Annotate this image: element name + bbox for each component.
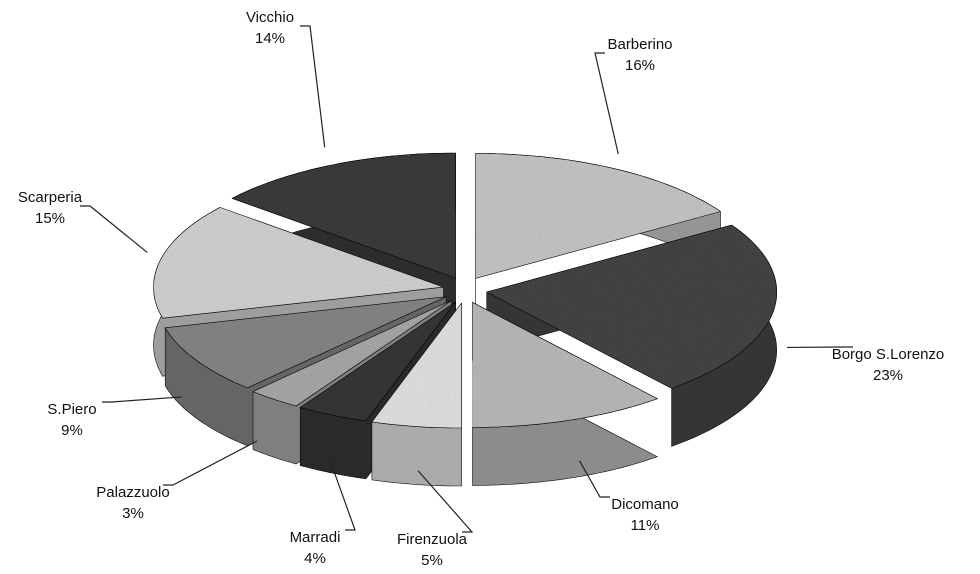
leader-line — [80, 205, 148, 253]
slice-label: Borgo S.Lorenzo — [832, 346, 945, 363]
leader-line — [163, 440, 258, 486]
slice-value-label: 15% — [35, 210, 65, 227]
leader-line — [300, 25, 326, 148]
slice — [472, 301, 659, 428]
leader-line — [329, 460, 356, 531]
slice — [299, 301, 456, 422]
leader-line — [102, 396, 182, 403]
slice-label: Scarperia — [18, 189, 83, 206]
leader-line — [579, 460, 610, 498]
slice-value-label: 16% — [625, 57, 655, 74]
slice — [252, 300, 452, 407]
slice-label: Barberino — [607, 36, 672, 53]
slice-label: Dicomano — [611, 496, 679, 513]
slice — [485, 224, 778, 389]
slice — [153, 207, 444, 319]
slice-value-label: 14% — [255, 30, 285, 47]
slice-value-label: 23% — [873, 367, 903, 384]
slice-label: Vicchio — [246, 9, 294, 26]
leader-line — [594, 52, 619, 155]
slice-label: S.Piero — [47, 401, 96, 418]
slice-value-label: 3% — [122, 505, 144, 522]
slice-label: Firenzuola — [397, 531, 468, 548]
leader-line — [417, 470, 474, 533]
slice — [475, 153, 722, 279]
slice-value-label: 4% — [304, 550, 326, 567]
slice-value-label: 9% — [61, 422, 83, 439]
slice — [164, 296, 447, 389]
slice-label: Palazzuolo — [96, 484, 169, 501]
slice-value-label: 5% — [421, 552, 443, 569]
slice — [371, 302, 462, 429]
slice-label: Marradi — [290, 529, 341, 546]
slice — [231, 152, 456, 279]
slice-value-label: 11% — [631, 517, 660, 534]
